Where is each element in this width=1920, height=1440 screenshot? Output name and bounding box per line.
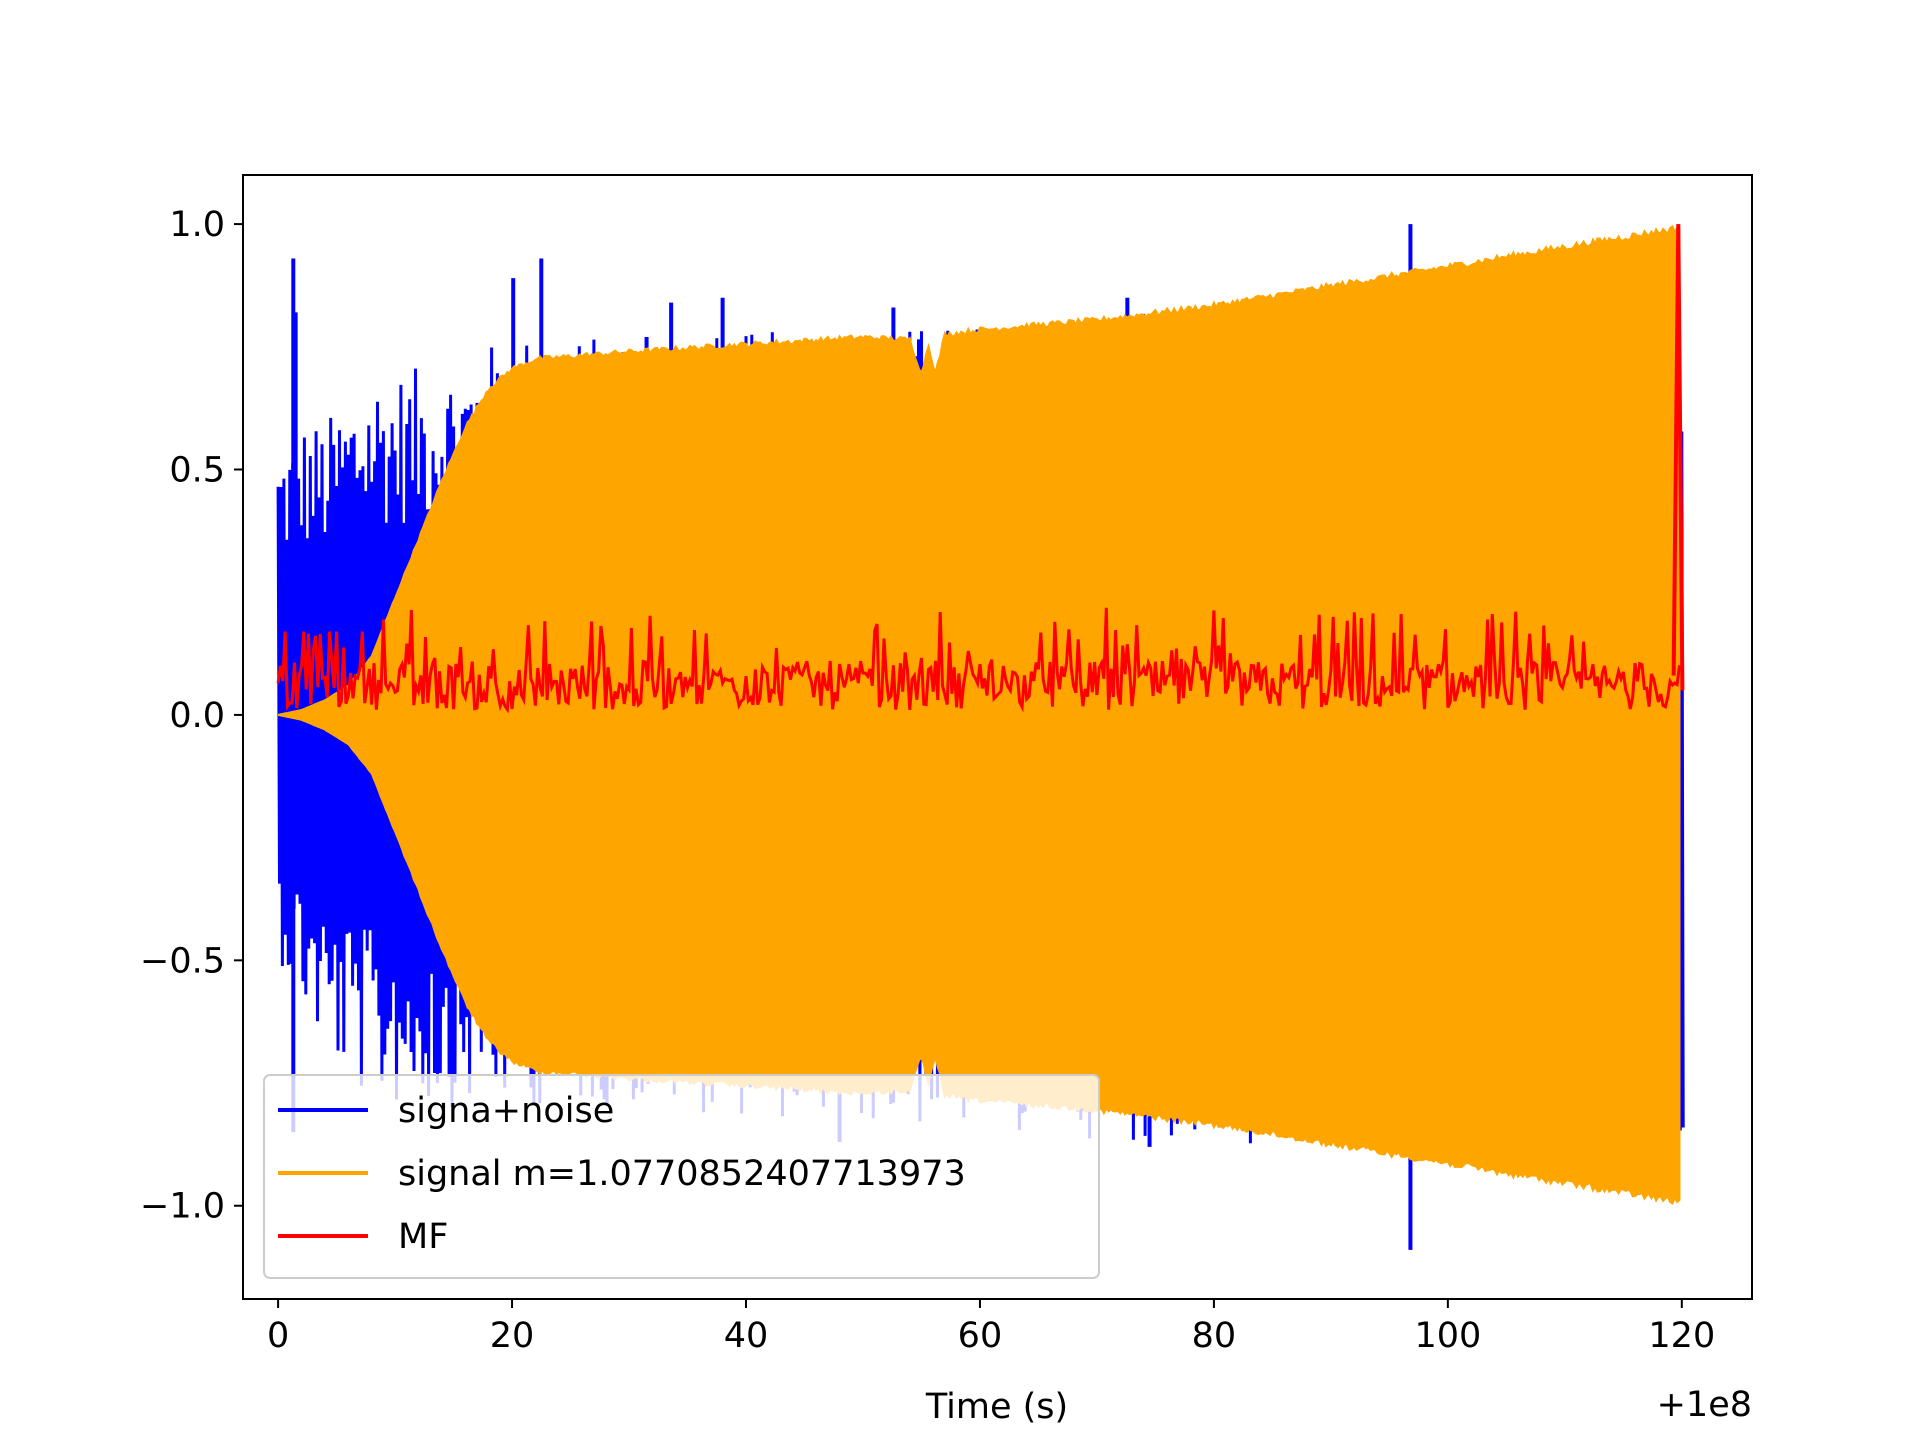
- legend: signa+noise signal m=1.0770852407713973 …: [263, 1074, 1100, 1279]
- y-tick-label: 0.0: [169, 696, 225, 736]
- x-tick-label: 80: [1192, 1316, 1237, 1356]
- y-tick-label: −1.0: [140, 1187, 225, 1227]
- series-mf-line: [276, 607, 1681, 714]
- legend-box: [263, 1074, 1100, 1279]
- x-axis-label: Time (s): [925, 1387, 1068, 1427]
- series-layer: [276, 224, 1685, 1250]
- x-tick-label: 120: [1648, 1316, 1715, 1356]
- y-tick-label: 0.5: [169, 450, 225, 490]
- legend-label-mf: MF: [398, 1217, 448, 1257]
- x-tick-label: 60: [958, 1316, 1003, 1356]
- x-tick-label: 100: [1414, 1316, 1481, 1356]
- x-axis: 0 20 40 60 80 100 120: [267, 1299, 1715, 1356]
- x-tick-label: 20: [490, 1316, 535, 1356]
- plot-frame: [242, 174, 1753, 1300]
- y-tick-label: 1.0: [169, 205, 225, 245]
- x-tick-label: 0: [267, 1316, 289, 1356]
- y-axis: 1.0 0.5 0.0 −0.5 −1.0: [140, 205, 243, 1227]
- y-tick-label: −0.5: [140, 941, 225, 981]
- x-tick-label: 40: [724, 1316, 769, 1356]
- mf-peak: [1671, 224, 1685, 691]
- legend-label-signal-noise: signa+noise: [398, 1091, 614, 1131]
- legend-label-signal: signal m=1.0770852407713973: [398, 1154, 966, 1194]
- x-axis-offset-label: +1e8: [1657, 1385, 1752, 1425]
